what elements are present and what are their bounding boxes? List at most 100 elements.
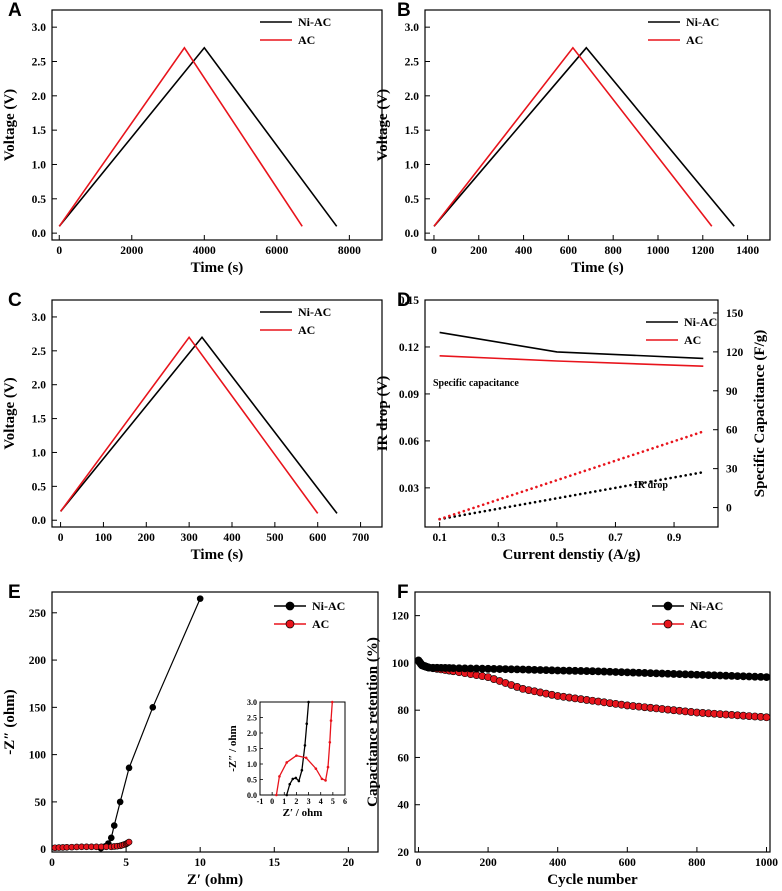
series-line-ac: [58, 46, 303, 227]
x-tick-label: 700: [352, 532, 370, 544]
series-ni-ac-point: [149, 704, 157, 711]
y-tick-label: 1.0: [32, 159, 47, 171]
y-axis-title: Voltage (V): [375, 89, 391, 161]
y-tick-label: 150: [29, 702, 47, 714]
inset-point-ac: [304, 756, 308, 760]
series-line-ni-ac: [58, 46, 338, 227]
panel-b: B 0 200 400 600 800 1000 1200 1400 0.0 0.5 1.0 1.5 2.…: [375, 0, 771, 276]
y-tick-label: 2.0: [32, 380, 47, 392]
series-ni-ac-point: [107, 834, 115, 842]
y-axis-title: Voltage (V): [2, 89, 18, 161]
plot-frame: [414, 591, 771, 853]
x-axis-title: Cycle number: [547, 872, 638, 888]
legend-label: AC: [686, 33, 703, 47]
x-tick-label: 1200: [691, 245, 714, 257]
panel-letter: C: [8, 290, 22, 311]
x-tick-label: 200: [479, 857, 497, 869]
y-tick-label: 100: [392, 658, 410, 670]
x-tick-label: 10: [194, 857, 206, 869]
y-tick-label: 0: [40, 844, 46, 856]
y-tick-label: 40: [398, 800, 410, 812]
x-axis-title: Time (s): [191, 547, 244, 563]
inset-y-tick-label: 3.0: [247, 698, 257, 707]
y-tick-label: 1.0: [405, 159, 420, 171]
inset-point-ni-ac: [303, 744, 307, 747]
x-axis-title: Time (s): [571, 260, 624, 276]
y2-axis-title: Specific Capacitance (F/g): [752, 330, 768, 497]
inset-x-tick-label: 4: [319, 797, 323, 806]
y-tick-label: 1.5: [32, 414, 47, 426]
x-tick-label: 5: [123, 857, 129, 869]
panel-a: A 0 2000 4000 6000 8000 0.0 0.5 1.0 1.5 2.0 2.5 3.0 T…: [2, 0, 383, 276]
series-ni-ac-line: [100, 598, 201, 849]
x-axis-title: Time (s): [191, 260, 244, 276]
x-tick-label: 20: [343, 857, 355, 869]
legend-marker: [663, 601, 673, 611]
annotation-ir-drop: IR drop: [634, 480, 668, 491]
y2-tick-label: 90: [726, 386, 738, 398]
inset-y-tick-label: 0.0: [247, 791, 257, 800]
x-tick-label: 600: [619, 857, 637, 869]
inset-point-ac: [275, 793, 278, 797]
inset-point-ac: [326, 765, 330, 769]
x-tick-label: 500: [266, 532, 284, 544]
y-tick-label: 3.0: [405, 22, 420, 34]
y-tick-label: 2.0: [32, 91, 47, 103]
y2-tick-label: 60: [726, 425, 738, 437]
y-axis-title: IR drop (V): [375, 376, 391, 452]
inset-point-ac: [285, 761, 289, 764]
inset-point-ni-ac: [305, 722, 309, 725]
x-tick-label: 0: [58, 532, 64, 544]
legend-label: Ni-AC: [690, 599, 723, 613]
inset-y-axis-title: -Z″ / ohm: [227, 725, 239, 771]
inset-point-ni-ac: [291, 777, 295, 781]
y-tick-label: 1.0: [32, 447, 47, 459]
y-tick-label: 120: [392, 611, 410, 623]
series-line-ac-ir-drop: [438, 430, 705, 521]
legend-label: AC: [298, 33, 315, 47]
legend-label: Ni-AC: [298, 305, 331, 319]
legend-marker: [663, 619, 673, 629]
series-line-ni-ac: [59, 336, 338, 514]
y-tick-label: 1.5: [32, 125, 47, 137]
legend-marker: [285, 601, 295, 611]
y-tick-label: 0.03: [399, 483, 419, 495]
legend-label: AC: [684, 333, 701, 347]
panel-c: C 0 100 200 300 400 500 600 700 0.0 0.5 1.0 1.5 2.0 2.…: [2, 290, 383, 563]
annotation-specific-capacitance: Specific capacitance: [433, 378, 519, 389]
legend-label: AC: [690, 617, 707, 631]
x-tick-label: 200: [470, 245, 488, 257]
series-line-ac: [433, 46, 713, 227]
y2-tick-label: 0: [726, 503, 732, 515]
inset-y-tick-label: 1.0: [247, 760, 257, 769]
series-ni-ac-point: [762, 673, 771, 681]
inset-y-tick-label: 1.5: [247, 745, 257, 754]
inset-point-ac: [329, 719, 333, 722]
y-tick-label: 0.5: [32, 194, 47, 206]
x-tick-label: 0.5: [550, 532, 565, 544]
x-tick-label: 0: [49, 857, 55, 869]
y-tick-label: 0.15: [399, 295, 419, 307]
inset-x-tick-label: -1: [257, 797, 264, 806]
inset-point-ni-ac: [294, 776, 298, 780]
series-line-ac: [59, 335, 319, 514]
inset-y-tick-label: 2.5: [247, 714, 257, 723]
y-tick-label: 3.0: [32, 312, 47, 324]
series-ac-point: [762, 713, 771, 722]
legend-label: Ni-AC: [298, 15, 331, 29]
inset-point-ni-ac: [307, 700, 310, 704]
panel-letter: E: [8, 582, 21, 603]
inset-x-axis-title: Z′ / ohm: [283, 807, 323, 819]
x-tick-label: 400: [515, 245, 533, 257]
y-tick-label: 0.0: [32, 515, 47, 527]
y2-tick-label: 120: [726, 347, 744, 359]
y-tick-label: 80: [398, 705, 410, 717]
series-line-ni-ac: [439, 331, 704, 360]
series-ac-point: [125, 838, 133, 846]
inset-point-ni-ac: [288, 782, 292, 786]
inset-point-ac: [278, 775, 281, 778]
y-tick-label: 2.5: [32, 346, 47, 358]
plot-frame: [51, 591, 379, 853]
y-axis-title: -Z″ (ohm): [2, 689, 18, 754]
